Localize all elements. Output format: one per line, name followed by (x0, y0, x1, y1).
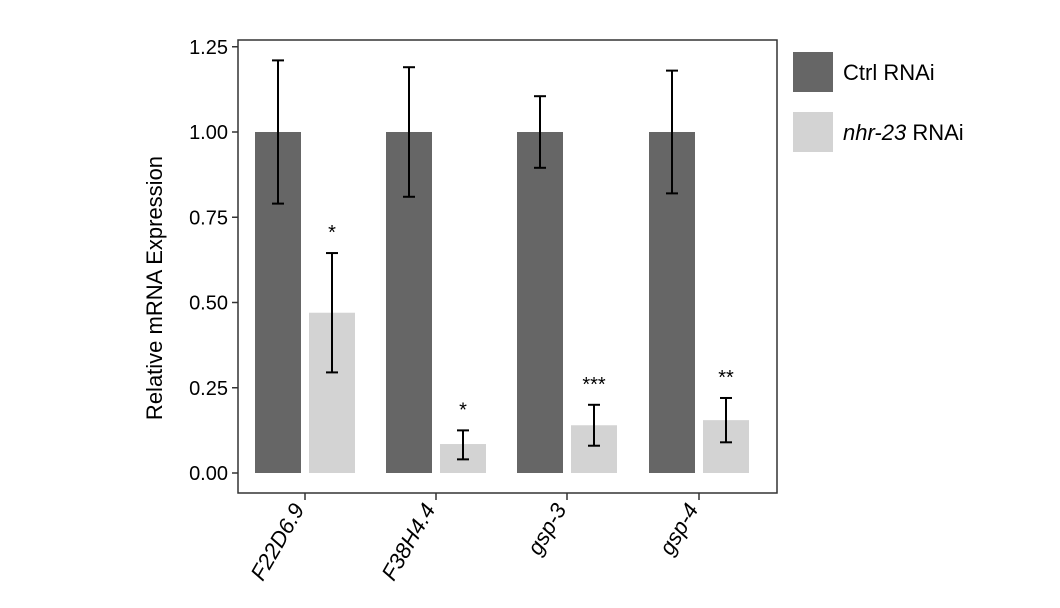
y-tick-label: 0.50 (189, 293, 228, 315)
y-tick-label: 0.25 (189, 378, 228, 400)
x-category-label: gsp-4 (654, 499, 703, 559)
bar-series1-gsp-3 (517, 132, 563, 473)
significance-label-2: * (459, 399, 467, 421)
error-bar-series2-3 (588, 403, 600, 447)
error-bar-series2-1 (326, 252, 338, 374)
error-bar-series1-2 (403, 66, 415, 198)
significance-label-4: ** (718, 367, 734, 389)
error-bar-series1-3 (534, 95, 546, 169)
error-bar-series1-1 (272, 59, 284, 205)
y-tick-label: 1.25 (189, 37, 228, 59)
x-category-label: F22D6.9 (245, 499, 309, 585)
x-category-label: gsp-3 (522, 498, 572, 559)
significance-labels-layer: ***** ** (328, 222, 734, 421)
y-axis: 0.00 0.25 0.50 0.75 1.00 1.25 (189, 37, 238, 485)
legend-swatch-2 (793, 112, 833, 152)
bars-layer (255, 132, 749, 473)
x-category-label: F38H4.4 (376, 499, 440, 585)
y-tick-label: 0.00 (189, 463, 228, 485)
legend-label-1: Ctrl RNAi (843, 60, 935, 85)
legend-label-2: nhr-23 RNAi (843, 120, 964, 145)
error-bar-series2-4 (720, 396, 732, 444)
significance-label-3: *** (582, 374, 606, 396)
legend: Ctrl RNAi nhr-23 RNAi (793, 52, 964, 152)
x-axis: F22D6.9 F38H4.4 gsp-3 gsp-4 (245, 493, 703, 585)
plot-panel-border (237, 39, 778, 494)
significance-label-1: * (328, 222, 336, 244)
error-bar-series1-4 (666, 69, 678, 195)
error-bar-series2-2 (457, 429, 469, 461)
legend-swatch-1 (793, 52, 833, 92)
y-axis-title: Relative mRNA Expression (142, 156, 167, 420)
error-bars-layer (272, 59, 732, 461)
y-tick-label: 0.75 (189, 207, 228, 229)
y-tick-label: 1.00 (189, 122, 228, 144)
